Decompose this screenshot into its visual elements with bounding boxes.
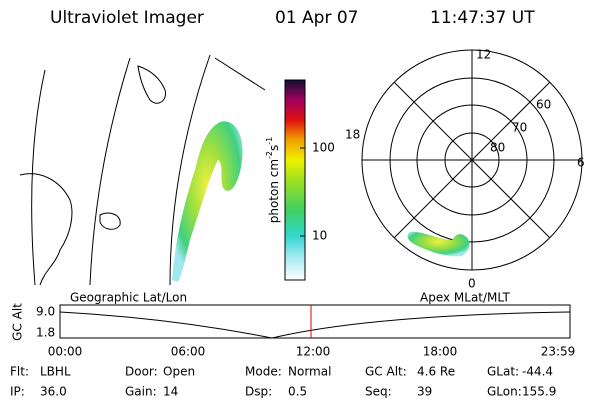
polar-plot: [361, 49, 583, 271]
date: 01 Apr 07: [275, 8, 358, 28]
unit-exp: -1: [265, 137, 274, 145]
field-value: Normal: [288, 365, 331, 379]
field-label: GC Alt:: [365, 365, 407, 379]
lat-label: 60: [536, 98, 551, 112]
panel-label: Geographic Lat/Lon: [70, 291, 187, 305]
aurora-image: [172, 121, 243, 283]
altitude-frame: [59, 304, 571, 339]
colorbar: [284, 79, 306, 281]
field-label: Mode:: [245, 365, 282, 379]
field-value: 155.9: [522, 385, 556, 399]
field-label: GLat:: [487, 365, 519, 379]
y-tick-label: 9.0: [36, 305, 55, 319]
altitude-curve: [59, 311, 571, 339]
x-tick-label: 23:59: [541, 345, 576, 359]
field-value: -44.4: [522, 365, 553, 379]
mlt-label: 18: [345, 128, 360, 142]
colorbar-unit: photon cm-2s-1: [265, 137, 281, 224]
unit-mid: s: [267, 145, 281, 151]
field-label: Seq:: [365, 385, 392, 399]
lat-label: 70: [512, 121, 527, 135]
panel-label: Apex MLat/MLT: [420, 291, 510, 305]
mlt-label: 6: [577, 156, 585, 170]
field-value: 0.5: [288, 385, 307, 399]
footer: Flt: LBHL Door: Open Mode: Normal GC Alt: 4.6 R…: [10, 365, 556, 399]
field-label: Door:: [125, 365, 158, 379]
field-label: Flt:: [10, 365, 29, 379]
field-value: LBHL: [40, 365, 71, 379]
field-label: Dsp:: [245, 385, 272, 399]
field-value: 14: [163, 385, 178, 399]
mlt-label: 12: [476, 48, 491, 62]
mlt-label: 0: [468, 277, 476, 291]
colorbar-tick-label: 10: [312, 229, 327, 243]
field-label: IP:: [10, 385, 25, 399]
unit-exp: -2: [265, 151, 274, 159]
altitude-axis-label: GC Alt: [11, 303, 25, 341]
y-tick-label: 1.8: [36, 326, 55, 340]
time: 11:47:37 UT: [430, 8, 535, 28]
x-tick-label: 06:00: [171, 345, 206, 359]
title: Ultraviolet Imager: [50, 8, 204, 28]
aurora-image: [407, 231, 470, 257]
field-label: Gain:: [125, 385, 157, 399]
field-value: Open: [163, 365, 195, 379]
lat-label: 80: [490, 141, 505, 155]
x-tick-label: 18:00: [423, 345, 458, 359]
field-value: 36.0: [40, 385, 67, 399]
field-value: 39: [417, 385, 432, 399]
unit-base: photon cm: [267, 159, 281, 223]
field-value: 4.6 Re: [417, 365, 455, 379]
colorbar-tick-label: 100: [312, 141, 335, 155]
x-tick-label: 00:00: [48, 345, 83, 359]
geo-map: [19, 54, 266, 286]
field-label: GLon:: [487, 385, 522, 399]
x-tick-label: 12:00: [296, 345, 331, 359]
x-ticks: 00:00 06:00 12:00 18:00 23:59: [48, 345, 576, 359]
